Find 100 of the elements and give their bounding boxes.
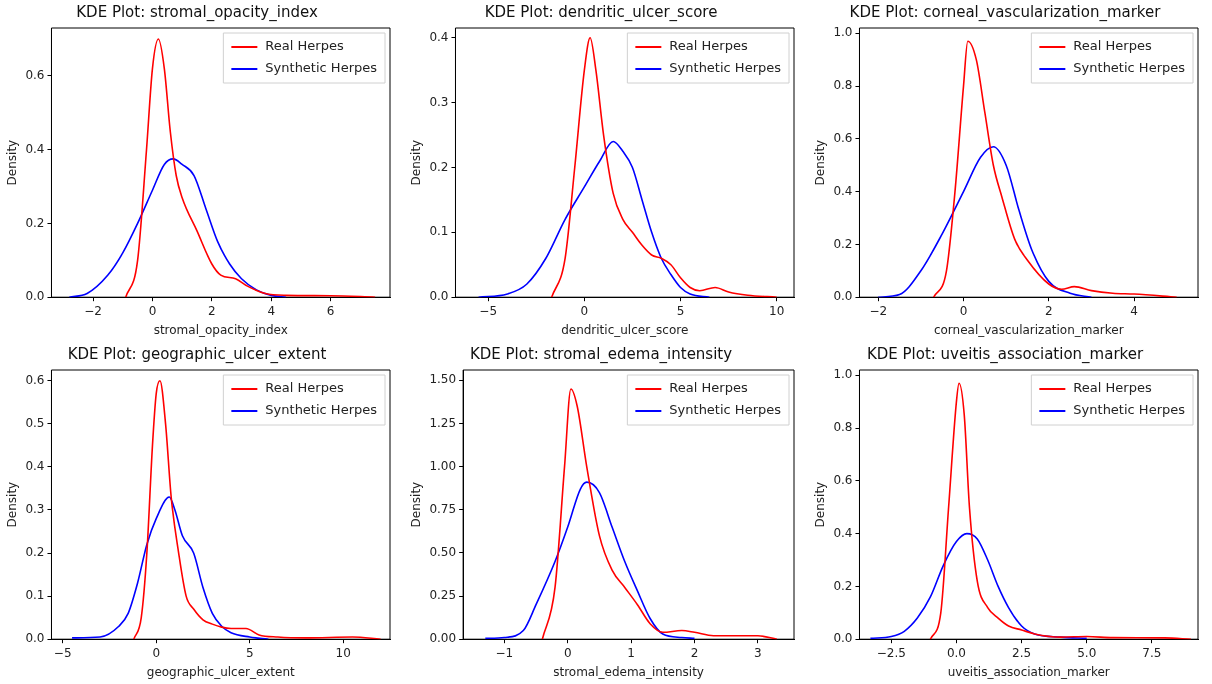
- x-tick-label: −2: [84, 303, 102, 318]
- y-tick-label: 0.6: [833, 472, 853, 487]
- y-tick-label: 0.5: [25, 415, 45, 430]
- y-tick-label: 0.4: [429, 29, 449, 44]
- x-tick-label: −2.5: [876, 645, 906, 660]
- x-tick-label: 0.0: [946, 645, 966, 660]
- x-tick-label: 7.5: [1142, 645, 1162, 660]
- x-tick-label: 10: [335, 645, 351, 660]
- x-tick-label: 0: [148, 303, 157, 318]
- y-tick-label: 1.0: [833, 25, 853, 40]
- x-tick-label: 2: [690, 645, 699, 660]
- y-tick-label: 0.2: [833, 578, 853, 593]
- line-series: [484, 481, 696, 640]
- chart-title: KDE Plot: uveitis_association_marker: [866, 344, 1144, 364]
- x-tick-label: 4: [1130, 303, 1138, 318]
- legend-label: Synthetic Herpes: [265, 402, 378, 418]
- y-tick-label: 0.3: [25, 502, 45, 517]
- x-tick-label: 5: [676, 303, 685, 318]
- legend-label: Synthetic Herpes: [1073, 60, 1186, 76]
- y-tick-label: 0.8: [833, 420, 853, 435]
- x-axis-title: uveitis_association_marker: [947, 664, 1110, 679]
- legend-label: Synthetic Herpes: [265, 60, 378, 76]
- x-tick-label: −2: [869, 303, 888, 318]
- y-tick-label: 0.25: [429, 588, 457, 603]
- y-tick-label: 0.0: [25, 631, 45, 646]
- y-axis-title: Density: [409, 481, 424, 528]
- y-axis-title: Density: [813, 139, 828, 186]
- y-axis-title: Density: [409, 139, 424, 186]
- y-tick-label: 0.2: [25, 215, 45, 230]
- line-series: [477, 140, 711, 298]
- x-axis-title: geographic_ulcer_extent: [146, 664, 295, 679]
- line-series: [124, 38, 376, 298]
- x-tick-label: 2: [1044, 303, 1053, 318]
- y-axis-title: Density: [5, 481, 20, 528]
- x-tick-label: −5: [53, 645, 72, 660]
- y-tick-label: 0.1: [429, 224, 449, 239]
- y-tick-label: 1.50: [429, 372, 457, 387]
- legend-label: Real Herpes: [669, 380, 748, 396]
- x-tick-label: 0: [580, 303, 589, 318]
- line-series: [869, 532, 1088, 640]
- x-tick-label: 1: [627, 645, 635, 660]
- y-tick-label: 0.75: [429, 501, 457, 516]
- legend-label: Synthetic Herpes: [669, 60, 782, 76]
- legend-label: Real Herpes: [669, 38, 748, 54]
- y-tick-label: 0.2: [25, 545, 45, 560]
- legend-label: Real Herpes: [265, 380, 344, 396]
- x-tick-label: 6: [326, 303, 335, 318]
- y-tick-label: 0.0: [429, 289, 449, 304]
- legend-label: Real Herpes: [1073, 38, 1152, 54]
- y-axis-title: Density: [813, 481, 828, 528]
- y-tick-label: 0.3: [429, 94, 449, 109]
- y-tick-label: 0.2: [429, 159, 449, 174]
- y-tick-label: 0.1: [25, 588, 45, 603]
- x-axis-title: stromal_edema_intensity: [553, 664, 704, 679]
- x-tick-label: 10: [769, 303, 785, 318]
- y-tick-label: 0.6: [25, 68, 45, 83]
- y-tick-label: 0.2: [833, 236, 853, 251]
- y-tick-label: 0.00: [429, 631, 457, 646]
- line-series: [929, 382, 1192, 640]
- chart-title: KDE Plot: dendritic_ulcer_score: [484, 2, 718, 22]
- y-tick-label: 0.4: [833, 183, 853, 198]
- x-tick-label: 0: [959, 303, 968, 318]
- chart-title: KDE Plot: stromal_opacity_index: [76, 2, 318, 22]
- legend-label: Synthetic Herpes: [1073, 402, 1186, 418]
- x-tick-label: −5: [479, 303, 498, 318]
- chart-title: KDE Plot: corneal_vascularization_marker: [849, 2, 1162, 22]
- legend-label: Synthetic Herpes: [669, 402, 782, 418]
- y-tick-label: 0.0: [25, 289, 45, 304]
- y-tick-label: 0.0: [833, 631, 853, 646]
- y-axis-title: Density: [5, 139, 20, 186]
- y-tick-label: 0.6: [833, 130, 853, 145]
- y-tick-label: 1.00: [429, 458, 457, 473]
- x-axis-title: stromal_opacity_index: [153, 322, 288, 337]
- y-tick-label: 0.0: [833, 289, 853, 304]
- y-tick-label: 0.4: [25, 459, 45, 474]
- y-tick-label: 0.4: [833, 525, 853, 540]
- x-tick-label: 5: [245, 645, 254, 660]
- line-series: [68, 158, 287, 298]
- y-tick-label: 1.0: [833, 367, 853, 382]
- line-series: [132, 379, 382, 640]
- y-tick-label: 1.25: [429, 415, 457, 430]
- x-tick-label: 2: [208, 303, 216, 318]
- y-tick-label: 0.50: [429, 545, 457, 560]
- chart-title: KDE Plot: geographic_ulcer_extent: [67, 344, 327, 364]
- chart-title: KDE Plot: stromal_edema_intensity: [469, 344, 733, 364]
- y-tick-label: 0.4: [25, 141, 45, 156]
- x-axis-title: corneal_vascularization_marker: [933, 322, 1124, 337]
- x-tick-label: 0: [152, 645, 161, 660]
- x-tick-label: −1: [495, 645, 514, 660]
- y-tick-label: 0.6: [25, 372, 45, 387]
- line-series: [71, 496, 270, 640]
- x-tick-label: 3: [754, 645, 762, 660]
- legend-label: Real Herpes: [1073, 380, 1152, 396]
- x-tick-label: 2.5: [1012, 645, 1032, 660]
- x-axis-title: dendritic_ulcer_score: [561, 322, 689, 337]
- y-tick-label: 0.8: [833, 78, 853, 93]
- x-tick-label: 4: [267, 303, 276, 318]
- x-tick-label: 0: [563, 645, 572, 660]
- line-series: [877, 145, 1093, 298]
- x-tick-label: 5.0: [1077, 645, 1097, 660]
